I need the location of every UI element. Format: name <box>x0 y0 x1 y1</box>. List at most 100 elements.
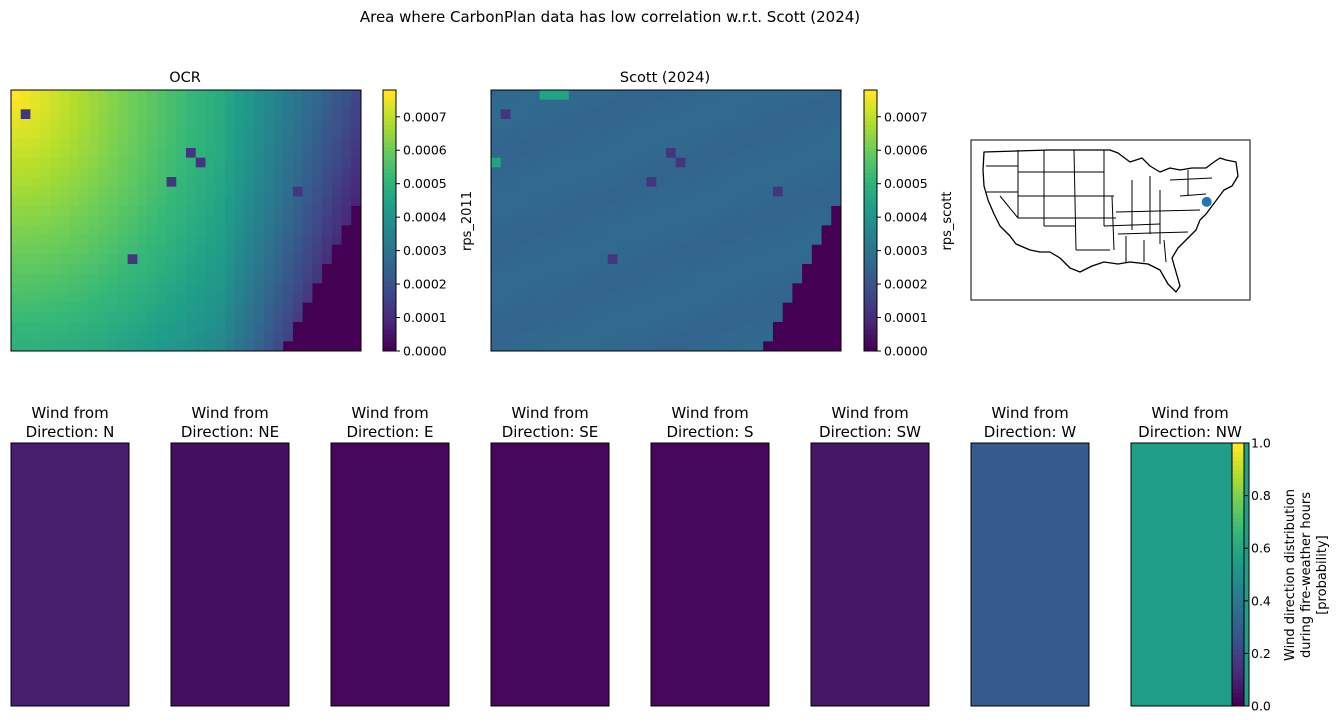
heatmap-cell <box>724 331 735 342</box>
wind-panel-title: Direction: NE <box>181 423 279 441</box>
heatmap-cell <box>137 331 148 342</box>
heatmap-cell <box>254 264 265 275</box>
heatmap-cell <box>617 235 628 246</box>
colorbar-tick-label: 1.0 <box>1251 436 1271 451</box>
heatmap-cell <box>753 215 764 226</box>
heatmap-cell <box>743 302 754 313</box>
heatmap-cell <box>215 119 226 130</box>
heatmap-cell <box>273 302 284 313</box>
heatmap-cell <box>11 186 22 197</box>
heatmap-cell <box>831 293 842 304</box>
colorbar-segment <box>1232 666 1244 672</box>
heatmap-cell <box>244 196 255 207</box>
heatmap-cell <box>234 264 245 275</box>
heatmap-cell <box>79 331 90 342</box>
heatmap-cell <box>49 331 61 342</box>
heatmap-cell <box>176 128 187 139</box>
heatmap-cell <box>263 293 274 304</box>
colorbar-segment <box>383 159 396 165</box>
heatmap-cell <box>195 283 206 294</box>
heatmap-cell <box>792 322 803 333</box>
heatmap-cell <box>763 235 774 246</box>
heatmap-cell <box>69 235 80 246</box>
heatmap-cell <box>607 244 618 255</box>
heatmap-cell <box>724 167 735 178</box>
heatmap-cell <box>88 312 99 323</box>
heatmap-cell <box>539 244 550 255</box>
heatmap-cell <box>98 273 109 284</box>
heatmap-cell <box>205 109 216 120</box>
heatmap-cell <box>79 186 90 197</box>
heatmap-cell <box>59 196 70 207</box>
heatmap-cell <box>617 244 628 255</box>
heatmap-cell <box>559 225 570 236</box>
heatmap-cell <box>617 119 628 130</box>
heatmap-cell <box>351 235 362 246</box>
heatmap-cell <box>79 225 90 236</box>
heatmap-cell <box>331 331 342 342</box>
heatmap-cell <box>341 302 352 313</box>
colorbar-segment <box>383 237 396 243</box>
heatmap-cell <box>11 235 22 246</box>
heatmap-cell <box>714 148 725 159</box>
heatmap-cell <box>568 302 579 313</box>
heatmap-cell <box>588 235 599 246</box>
heatmap-cell <box>714 264 725 275</box>
heatmap-cell <box>500 157 511 168</box>
heatmap-cell <box>704 235 716 246</box>
heatmap-cell <box>539 312 550 323</box>
heatmap-cell <box>529 99 541 110</box>
heatmap-cell <box>351 293 362 304</box>
heatmap-cell <box>578 283 589 294</box>
heatmap-cell <box>685 235 696 246</box>
heatmap-cell <box>20 148 31 159</box>
colorbar-segment <box>1232 469 1244 475</box>
heatmap-cell <box>341 322 352 333</box>
heatmap-cell <box>627 273 638 284</box>
heatmap-cell <box>30 186 41 197</box>
heatmap-cell <box>685 186 696 197</box>
heatmap-cell <box>59 273 70 284</box>
heatmap-cell <box>636 206 647 217</box>
heatmap-cell <box>20 109 31 120</box>
heatmap-cell <box>607 119 618 130</box>
colorbar-tick-label: 0.0005 <box>884 176 928 191</box>
heatmap-cell <box>549 157 560 168</box>
heatmap-cell <box>520 254 531 265</box>
heatmap-cell <box>20 128 31 139</box>
colorbar-segment <box>1232 517 1244 523</box>
heatmap-cell <box>802 167 813 178</box>
colorbar-segment <box>383 242 396 248</box>
heatmap-cell <box>617 264 628 275</box>
heatmap-cell <box>607 331 618 342</box>
heatmap-cell <box>578 322 589 333</box>
heatmap-cell <box>302 177 313 188</box>
heatmap-cell <box>108 283 119 294</box>
heatmap-cell <box>11 148 22 159</box>
heatmap-cell <box>559 331 570 342</box>
heatmap-cell <box>156 186 167 197</box>
heatmap-cell <box>802 128 813 139</box>
heatmap-cell <box>215 312 226 323</box>
heatmap-cell <box>88 157 99 168</box>
heatmap-cell <box>137 235 148 246</box>
heatmap-cell <box>195 167 206 178</box>
heatmap-cell <box>341 264 352 275</box>
colorbar-segment <box>383 194 396 200</box>
heatmap-cell <box>578 312 589 323</box>
heatmap-cell <box>627 215 638 226</box>
us-outline <box>982 149 1239 293</box>
heatmap-cell <box>88 264 99 275</box>
heatmap-cell <box>539 148 550 159</box>
heatmap-cell <box>539 186 550 197</box>
heatmap-cell <box>675 312 686 323</box>
heatmap-cell <box>811 254 822 265</box>
heatmap-cell <box>224 206 236 217</box>
heatmap-cell <box>607 177 618 188</box>
heatmap-cell <box>666 302 677 313</box>
heatmap-cell <box>273 148 284 159</box>
heatmap-cell <box>244 138 255 149</box>
heatmap-cell <box>273 225 284 236</box>
heatmap-cell <box>549 273 560 284</box>
heatmap-cell <box>127 215 138 226</box>
